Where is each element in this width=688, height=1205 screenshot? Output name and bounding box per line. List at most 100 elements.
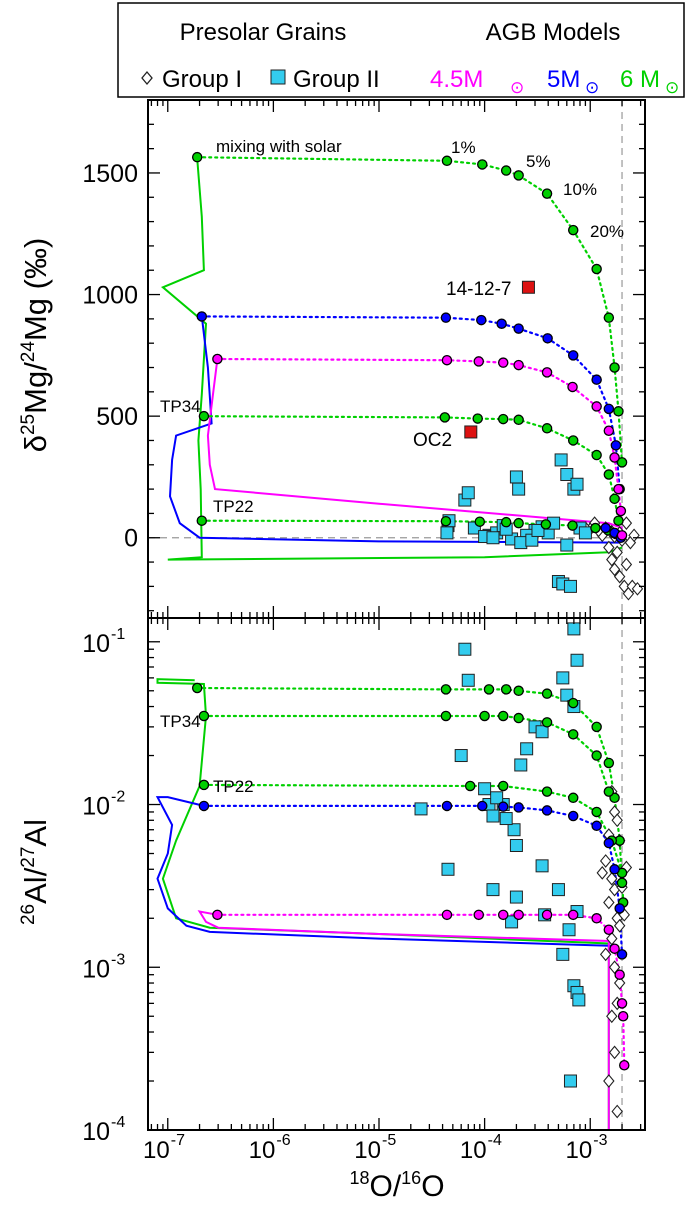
model-point-5M [497, 801, 509, 812]
model-point-6M [591, 721, 602, 733]
group2-point [535, 725, 549, 739]
model-point-45M [567, 381, 578, 393]
model-point-45M [603, 924, 615, 936]
x-tick-base: 10 [566, 1137, 593, 1164]
x-tick-exp: -3 [593, 1132, 607, 1149]
bottom-y-label-part: 27 [18, 847, 39, 868]
x-tick-base: 10 [354, 1137, 381, 1164]
bottom-y-tick-exp: -3 [111, 951, 125, 968]
x-label-end: O [421, 1170, 444, 1203]
model-point-6M [591, 449, 602, 461]
group1-point [620, 557, 633, 572]
model-curve-5M [168, 316, 623, 544]
legend-box [117, 2, 685, 98]
group2-point [563, 579, 577, 593]
model-point-5M [567, 810, 579, 822]
group2-point [551, 883, 565, 897]
group1-point [606, 1009, 618, 1024]
annotation-1pct: 1% [451, 138, 476, 157]
model-point-6M [609, 362, 620, 373]
legend-m45-label: 4.5M [430, 66, 483, 93]
group2-point [454, 749, 468, 763]
x-label-sup1: 18 [349, 1168, 369, 1188]
model-point-6M [541, 786, 553, 797]
top-y-label-part: 25 [18, 414, 39, 435]
x-label-main: O/ [369, 1170, 401, 1203]
legend: Presolar Grains AGB Models Group I Group II… [117, 2, 685, 98]
model-point-45M [603, 425, 615, 436]
group2-point [461, 486, 475, 500]
group2-point [486, 809, 500, 823]
group2-point [514, 536, 528, 550]
group1-point [603, 540, 615, 555]
legend-m6-label: 6 M [620, 66, 660, 93]
model-point-6M [191, 682, 203, 694]
model-point-6M [541, 717, 553, 728]
group1-point [611, 545, 623, 560]
model-point-5M [603, 837, 615, 849]
bottom-y-tick-base: 10 [82, 1118, 110, 1146]
mixing-line-6M [202, 415, 620, 522]
model-point-6M [541, 423, 553, 434]
group1-point [596, 866, 608, 880]
group2-point [507, 823, 521, 837]
bottom-y-axis-label: 26Al/27Al [18, 819, 53, 925]
group2-point [567, 622, 581, 636]
grain-14-12-7-point [521, 280, 535, 294]
model-point-5M [542, 333, 553, 344]
model-point-6M [616, 457, 628, 468]
legend-group2-label: Group II [293, 66, 380, 93]
model-point-6M [603, 786, 615, 797]
group1-point [603, 895, 615, 910]
model-point-6M [540, 519, 552, 530]
x-label-sup2: 16 [401, 1168, 421, 1188]
model-curve-6M [161, 158, 623, 561]
model-point-45M [541, 909, 553, 921]
group2-point [535, 859, 549, 873]
group2-point [556, 671, 570, 685]
model-curve-6M [156, 678, 610, 1130]
model-point-6M [472, 413, 483, 424]
model-point-45M [513, 359, 524, 371]
model-point-6M [513, 414, 524, 426]
group1-point [603, 1074, 615, 1088]
top-panel [147, 99, 646, 619]
model-point-6M [439, 412, 451, 423]
model-point-6M [464, 780, 476, 792]
bottom-y-label-part: 26 [18, 904, 39, 925]
mixing-line-6M [200, 519, 617, 536]
bottom-plot-area [155, 618, 633, 1130]
group2-point [461, 673, 475, 687]
x-tick-exp: -7 [171, 1132, 185, 1149]
model-point-5M [591, 374, 602, 385]
group1-point [613, 976, 626, 990]
group1-point [613, 918, 626, 933]
group2-point [441, 862, 455, 876]
bottom-panel [147, 617, 646, 1131]
group2-point [570, 653, 584, 667]
annotation-mixing: mixing with solar [216, 137, 342, 156]
model-point-45M [567, 909, 579, 921]
group1-point [599, 854, 612, 868]
model-point-45M [617, 1010, 629, 1022]
group2-point [560, 688, 574, 702]
mixing-line-6M [196, 686, 624, 884]
model-point-5M [196, 311, 208, 322]
group1-point [599, 947, 612, 962]
group2-point [531, 523, 545, 537]
group1-point [613, 569, 626, 584]
model-point-6M [483, 684, 495, 695]
group2-point [560, 468, 574, 482]
model-point-6M [513, 685, 524, 697]
top-y-axis-label: δ25Mg/24Mg (‰) [18, 238, 53, 453]
model-point-6M [513, 712, 524, 724]
model-point-6M [567, 224, 579, 236]
group2-point [572, 993, 586, 1007]
annotation-tp22-top: TP22 [213, 497, 254, 516]
model-point-5M [198, 800, 210, 812]
annotation-grain-oc2: OC2 [413, 430, 452, 451]
model-point-6M [474, 516, 486, 527]
top-y-tick-label: 500 [96, 403, 138, 431]
model-point-45M [616, 998, 628, 1009]
